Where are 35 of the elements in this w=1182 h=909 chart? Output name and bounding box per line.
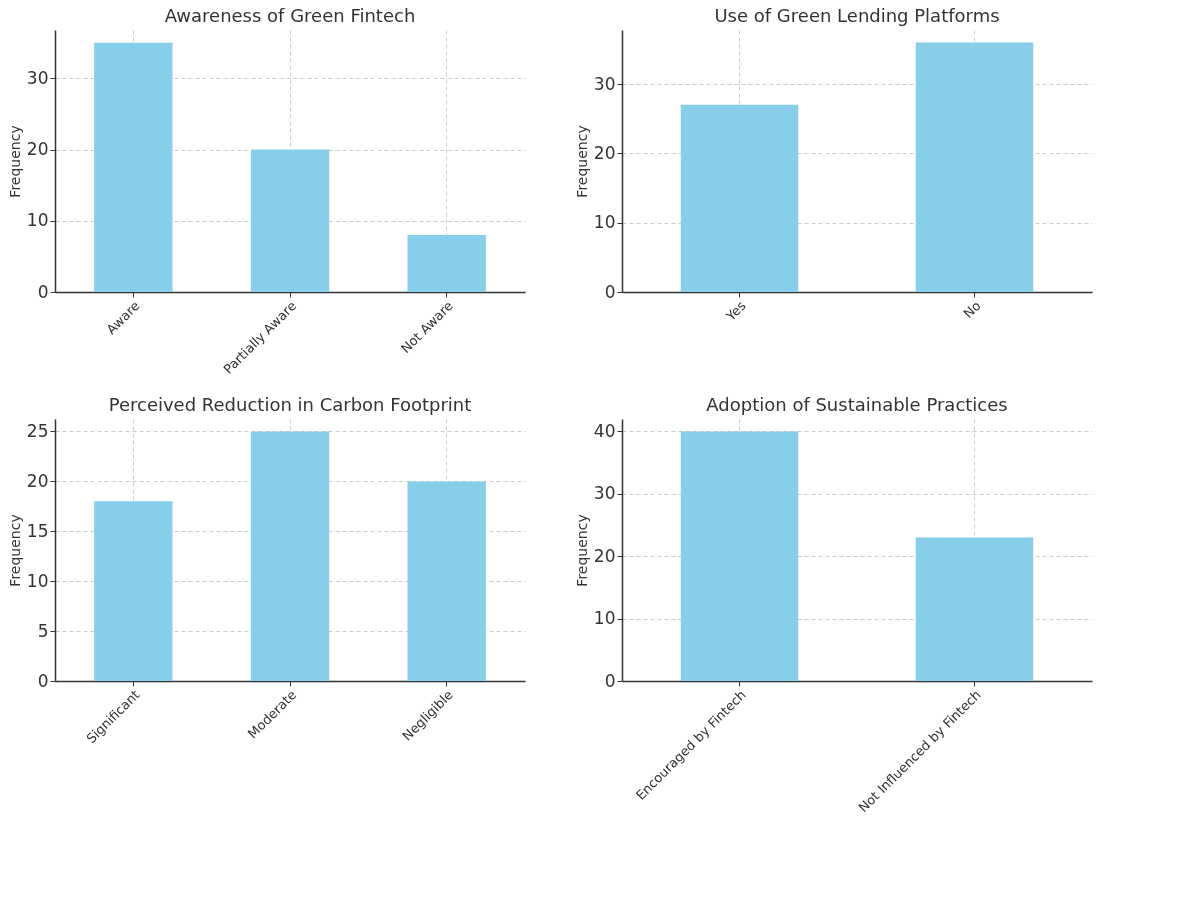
chart-title: Use of Green Lending Platforms	[714, 5, 1000, 26]
y-tick-label: 30	[593, 483, 616, 504]
y-tick-label: 20	[593, 545, 616, 566]
y-tick-label: 30	[593, 73, 616, 94]
y-tick-label: 40	[593, 420, 616, 441]
y-tick-label: 10	[26, 210, 49, 231]
y-tick-label: 0	[604, 281, 616, 302]
y-tick-label: 15	[26, 520, 49, 541]
x-tick-label: Yes	[722, 297, 749, 325]
bar	[407, 481, 486, 681]
bar	[250, 149, 330, 292]
y-tick-label: 0	[37, 281, 49, 302]
chart-title: Perceived Reduction in Carbon Footprint	[108, 394, 472, 415]
bar	[250, 431, 330, 681]
y-axis-title: Frequency	[6, 125, 23, 198]
bar	[94, 42, 173, 292]
y-axis-title: Frequency	[6, 514, 23, 587]
y-tick-label: 30	[26, 67, 49, 88]
y-tick-label: 10	[593, 212, 616, 233]
y-tick-label: 10	[593, 608, 616, 629]
y-tick-label: 20	[26, 139, 49, 160]
y-tick-label: 10	[26, 570, 49, 591]
y-tick-label: 25	[26, 420, 49, 441]
x-tick-label: No	[960, 298, 984, 322]
bar	[94, 501, 173, 681]
y-axis-title: Frequency	[573, 514, 590, 587]
y-axis-title: Frequency	[573, 125, 590, 198]
y-tick-label: 0	[604, 670, 616, 691]
y-tick-label: 20	[593, 142, 616, 163]
y-tick-label: 5	[37, 620, 49, 641]
chart-title: Adoption of Sustainable Practices	[706, 394, 1008, 415]
y-tick-label: 20	[26, 470, 49, 491]
y-tick-label: 0	[37, 670, 49, 691]
chart-title: Awareness of Green Fintech	[164, 5, 416, 26]
bar	[407, 235, 486, 292]
